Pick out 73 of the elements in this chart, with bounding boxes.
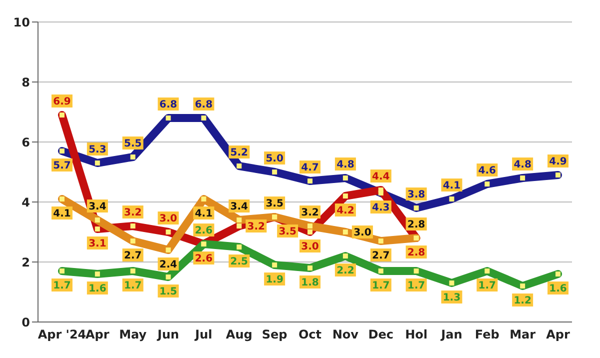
x-tick-label: Oct [298, 328, 322, 342]
data-label: 3.0 [354, 228, 372, 238]
x-tick-label: Apr '24 [38, 328, 86, 342]
data-label: 4.9 [549, 156, 567, 168]
data-label: 1.9 [266, 274, 284, 286]
data-label: 2.6 [194, 254, 213, 264]
data-label: 6.8 [194, 100, 213, 110]
data-label: 1.8 [301, 278, 319, 288]
data-label: 1.6 [549, 284, 567, 294]
x-tick-label: Jan [440, 328, 462, 342]
data-label: 5.0 [266, 154, 284, 164]
x-tick-label: Feb [474, 328, 500, 342]
data-label: 6.8 [159, 100, 178, 110]
data-label: 4.7 [301, 162, 319, 174]
data-label: 3.0 [301, 242, 319, 252]
y-tick-label: 0 [22, 315, 30, 330]
y-tick-label: 10 [13, 15, 30, 30]
data-label: 4.6 [478, 166, 496, 176]
data-label: 4.3 [372, 202, 390, 214]
data-label: 3.2 [124, 208, 142, 218]
data-label: 4.8 [514, 160, 532, 170]
data-label: 5.3 [88, 144, 106, 156]
data-label: 1.6 [88, 284, 106, 294]
data-label: 4.2 [336, 206, 354, 216]
data-label: 2.5 [230, 256, 248, 268]
x-tick-label: Hol [405, 328, 428, 342]
x-tick-label: Sep [262, 328, 288, 342]
data-label: 4.8 [336, 160, 354, 170]
x-tick-label: Apr [546, 328, 570, 342]
x-tick-label: Jun [156, 328, 180, 342]
data-label: 1.5 [159, 286, 178, 298]
data-label: 2.6 [194, 226, 213, 236]
y-tick-label: 4 [22, 195, 30, 210]
data-label: 2.4 [159, 260, 178, 270]
data-label: 3.4 [230, 202, 248, 212]
y-tick-label: 6 [22, 135, 30, 150]
data-label: 2.2 [336, 266, 354, 276]
data-label: 4.4 [372, 172, 390, 182]
data-label: 2.7 [124, 250, 142, 262]
data-label: 3.4 [88, 202, 106, 212]
data-label: 3.2 [301, 208, 319, 218]
data-label: 5.7 [53, 160, 71, 172]
data-label: 6.9 [53, 96, 71, 108]
x-tick-label: Dec [368, 328, 394, 342]
data-label: 1.3 [442, 292, 461, 304]
data-label: 4.1 [53, 208, 71, 220]
x-tick-label: Mar [510, 328, 536, 342]
data-label: 3.2 [247, 222, 266, 232]
data-label: 5.5 [124, 138, 142, 150]
x-tick-label: Jul [194, 328, 212, 342]
data-label: 1.7 [478, 280, 496, 292]
data-label: 4.1 [442, 180, 461, 192]
x-tick-label: Apr [86, 328, 110, 342]
data-label: 5.2 [230, 148, 248, 158]
y-tick-label: 2 [22, 255, 30, 270]
data-label: 2.8 [407, 248, 426, 258]
data-label: 3.0 [159, 214, 178, 224]
data-label: 3.8 [407, 190, 426, 200]
data-label: 1.2 [514, 296, 532, 306]
data-label: 4.1 [194, 208, 213, 220]
x-tick-label: May [119, 328, 147, 342]
data-label: 3.1 [88, 238, 106, 250]
data-label: 2.7 [372, 250, 390, 262]
data-label: 1.7 [372, 280, 390, 292]
x-tick-label: Aug [226, 328, 252, 342]
data-label: 3.5 [266, 198, 284, 210]
data-label: 2.8 [407, 220, 426, 230]
data-label: 3.5 [278, 226, 296, 238]
data-label: 1.7 [124, 280, 142, 292]
x-tick-label: Nov [332, 328, 359, 342]
data-label: 1.7 [53, 280, 71, 292]
data-label: 1.7 [407, 280, 426, 292]
y-tick-label: 8 [22, 75, 30, 90]
